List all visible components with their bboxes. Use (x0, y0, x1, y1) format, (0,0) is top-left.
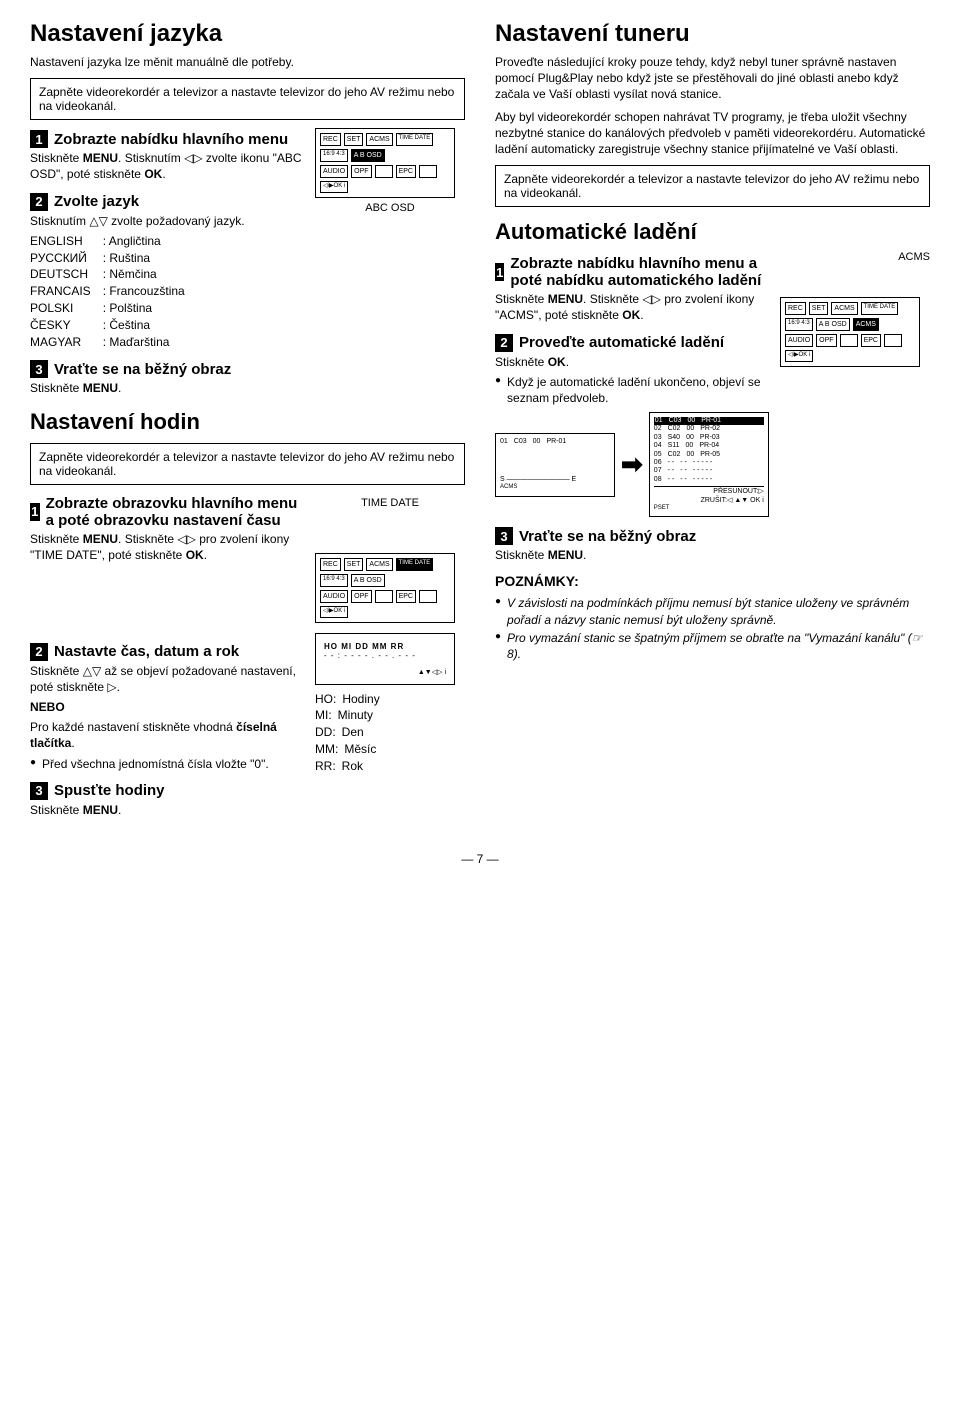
clock-heading: Nastavení hodin (30, 409, 465, 435)
clock-step-2: 2Nastavte čas, datum a rok (30, 643, 307, 661)
zero-note: Před všechna jednomístná čísla vložte "0… (30, 756, 307, 772)
timedate-label: TIME DATE (315, 497, 465, 509)
step-3-body: Stiskněte MENU. (30, 380, 465, 396)
page-footer: — 7 — (30, 852, 930, 866)
step-1: 1Zobrazte nabídku hlavního menu (30, 130, 307, 148)
step-2-body: Stisknutím zvolte požadovaný jazyk. (30, 213, 465, 229)
clock-step-3: 3Spusťte hodiny (30, 782, 465, 800)
clock-step-3-body: Stiskněte MENU. (30, 802, 465, 818)
setup-box-2: Zapněte videorekordér a televizor a nast… (30, 443, 465, 485)
lang-intro: Nastavení jazyka lze měnit manuálně dle … (30, 54, 465, 70)
setup-box-1: Zapněte videorekordér a televizor a nast… (30, 78, 465, 120)
time-osd-panel: HO MI DD MM RR - - : - - - - . - - . - -… (315, 633, 465, 775)
osd-abc-panel: RECSETACMSTIME DATE16:9 4:3A B OSD AUDIO… (315, 128, 465, 214)
auto-step-3-body: Stiskněte MENU. (495, 547, 930, 563)
auto-step-3: 3Vraťte se na běžný obraz (495, 527, 930, 545)
auto-step-2-note: Když je automatické ladění ukončeno, obj… (495, 374, 772, 406)
step-2: 2Zvolte jazyk (30, 193, 307, 211)
osd-screen-1: RECSETACMSTIME DATE16:9 4:3A B OSD AUDIO… (315, 128, 455, 198)
clock-step-1: 1Zobrazte obrazovku hlavního menu a poté… (30, 495, 307, 529)
channel-table-left: 01C0300PR-01 S ————————— E ACMS (495, 433, 615, 497)
osd-screen-2: RECSETACMSTIME DATE16:9 4:3A B OSD AUDIO… (315, 553, 455, 623)
tuner-p2: Aby byl videorekordér schopen nahrávat T… (495, 109, 930, 158)
osd-screen-3: RECSETACMSTIME DATE16:9 4:3A B OSDACMS A… (780, 297, 920, 367)
osd-abc-label: ABC OSD (315, 202, 465, 214)
acms-label: ACMS (780, 251, 930, 263)
auto-step-2: 2Proveďte automatické ladění (495, 334, 772, 352)
time-osd: HO MI DD MM RR - - : - - - - . - - . - -… (315, 633, 455, 685)
tuner-heading: Nastavení tuneru (495, 20, 930, 48)
acms-panel: ACMS RECSETACMSTIME DATE16:9 4:3A B OSDA… (780, 251, 930, 371)
arrow-icon: ➡ (621, 449, 643, 480)
time-keys: HO:Hodiny MI:Minuty DD:Den MM:Měsíc RR:R… (315, 691, 465, 775)
channel-tables: 01C0300PR-01 S ————————— E ACMS ➡ 01C030… (495, 412, 930, 517)
notes-list: V závislosti na podmínkách příjmu nemusí… (495, 595, 930, 662)
timedate-panel: TIME DATE RECSETACMSTIME DATE16:9 4:3A B… (315, 493, 465, 627)
notes-heading: POZNÁMKY: (495, 573, 930, 589)
auto-tuning-heading: Automatické ladění (495, 219, 930, 245)
step-3: 3Vraťte se na běžný obraz (30, 360, 465, 378)
left-column: Nastavení jazyka Nastavení jazyka lze mě… (30, 20, 465, 822)
language-table: ENGLISHРУССКИЙDEUTSCHFRANCAISPOLSKIČESKY… (30, 233, 465, 351)
right-column: Nastavení tuneru Proveďte následující kr… (495, 20, 930, 822)
auto-step-1: 1Zobrazte nabídku hlavního menu a poté n… (495, 255, 772, 289)
setup-box-3: Zapněte videorekordér a televizor a nast… (495, 165, 930, 207)
channel-table-right: 01C0300PR-01 02C0200PR-02 03S4000PR-03 0… (649, 412, 769, 517)
tuner-p1: Proveďte následující kroky pouze tehdy, … (495, 54, 930, 103)
lang-heading: Nastavení jazyka (30, 20, 465, 48)
